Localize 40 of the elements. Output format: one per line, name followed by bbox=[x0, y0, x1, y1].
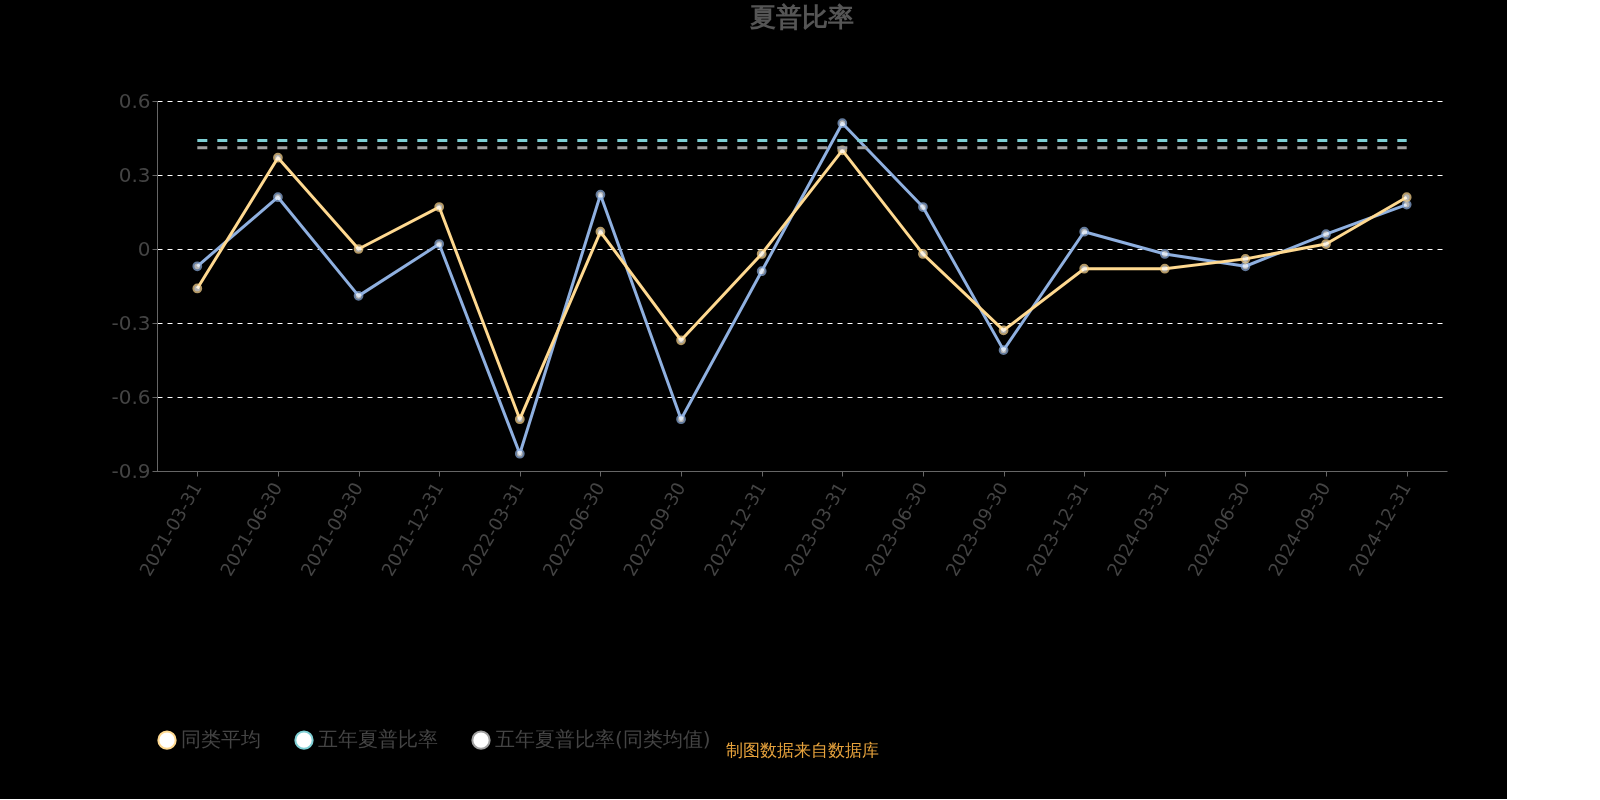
point bbox=[192, 261, 203, 272]
y-tick-label: 0 bbox=[137, 236, 151, 261]
point bbox=[1159, 249, 1170, 259]
point bbox=[1321, 229, 1331, 240]
y-tick-label: 0.3 bbox=[118, 162, 151, 187]
legend-label: 同类平均 bbox=[181, 727, 261, 752]
chart-title: 夏普比率 bbox=[749, 2, 854, 32]
y-tick-label: 0.6 bbox=[118, 88, 151, 113]
point bbox=[1321, 239, 1331, 249]
point bbox=[273, 152, 283, 163]
point bbox=[918, 202, 928, 212]
point bbox=[837, 118, 848, 129]
legend-label: 五年夏普比率(同类均值) bbox=[495, 727, 711, 752]
point bbox=[192, 283, 203, 294]
point bbox=[756, 266, 767, 277]
point bbox=[1240, 254, 1251, 264]
y-tick-label: -0.9 bbox=[111, 458, 151, 483]
point bbox=[434, 239, 445, 249]
point bbox=[676, 414, 686, 425]
point bbox=[353, 291, 364, 301]
point bbox=[514, 448, 525, 459]
point bbox=[1079, 263, 1090, 274]
point bbox=[595, 189, 606, 200]
point bbox=[273, 192, 283, 203]
point bbox=[1401, 192, 1412, 203]
point bbox=[676, 335, 686, 346]
point bbox=[998, 325, 1009, 336]
point bbox=[353, 244, 364, 254]
point bbox=[514, 414, 525, 425]
point bbox=[756, 249, 767, 259]
point bbox=[1159, 263, 1170, 274]
point bbox=[1079, 226, 1090, 237]
legend-label: 五年夏普比率 bbox=[318, 727, 438, 752]
point bbox=[595, 226, 606, 237]
point bbox=[434, 202, 445, 212]
y-tick-label: -0.6 bbox=[111, 384, 151, 409]
y-tick-label: -0.3 bbox=[111, 310, 151, 335]
point bbox=[998, 345, 1009, 355]
text: 制图数据来自数据库 bbox=[725, 740, 879, 760]
point bbox=[918, 249, 928, 259]
